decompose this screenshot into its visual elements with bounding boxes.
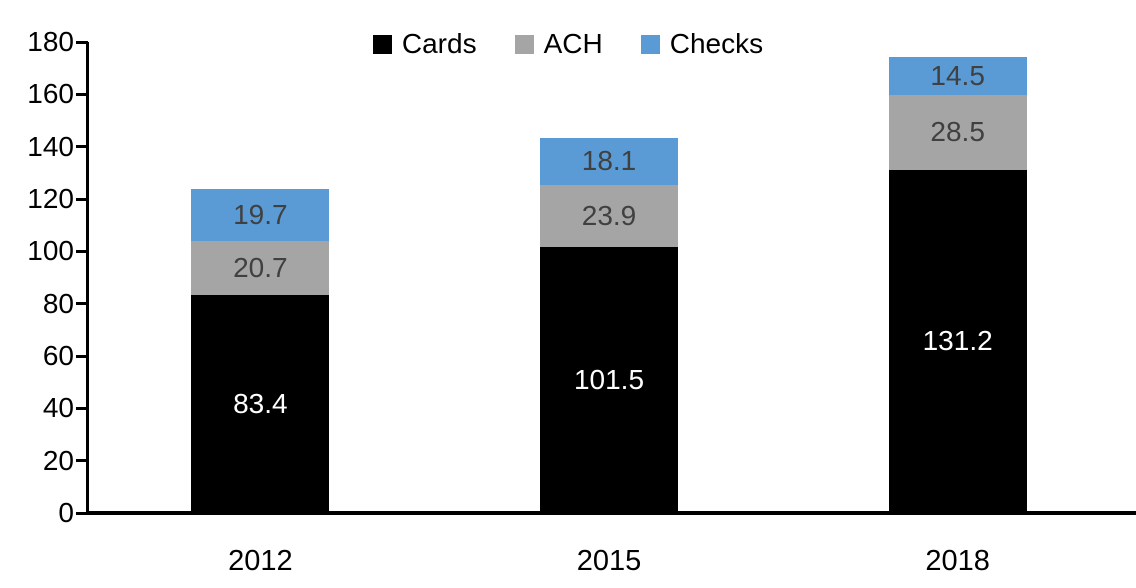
- y-axis-tick: [76, 302, 88, 306]
- y-axis-tick: [76, 145, 88, 149]
- y-axis-tick-label: 140: [27, 130, 74, 162]
- x-axis-line: [86, 511, 1136, 515]
- bar-value-label: 19.7: [233, 198, 288, 230]
- x-axis-category-label: 2018: [925, 545, 990, 577]
- bar-segment-ach-2018: 28.5: [888, 95, 1027, 170]
- chart-legend: Cards ACH Checks: [0, 30, 1136, 58]
- y-axis-tick-label: 80: [42, 287, 74, 319]
- y-axis-tick: [76, 40, 88, 44]
- y-axis-tick-label: 120: [27, 183, 74, 214]
- y-axis-tick-label: 20: [42, 444, 74, 476]
- bar-value-label: 28.5: [930, 116, 985, 148]
- y-axis-tick-label: 100: [27, 235, 74, 267]
- bar-segment-checks-2012: 19.7: [191, 189, 330, 241]
- y-axis-tick-label: 180: [27, 26, 74, 57]
- bar-value-label: 14.5: [930, 60, 985, 92]
- x-axis-category-label: 2012: [228, 545, 293, 577]
- bar-segment-cards-2018: 131.2: [888, 169, 1027, 513]
- bar-segment-ach-2015: 23.9: [540, 184, 678, 248]
- y-axis-tick-label: 0: [58, 497, 74, 528]
- legend-item-ach: ACH: [514, 28, 603, 59]
- bar-value-label: 20.7: [233, 251, 288, 283]
- y-axis-line: [86, 42, 89, 513]
- y-axis-tick-label: 160: [27, 78, 74, 110]
- bar-value-label: 101.5: [573, 364, 645, 396]
- y-axis-tick: [76, 354, 88, 358]
- bar-segment-cards-2012: 83.4: [191, 294, 330, 513]
- y-axis-tick: [76, 459, 88, 463]
- y-axis-tick: [76, 511, 88, 515]
- y-axis-tick: [76, 249, 88, 253]
- bar-segment-cards-2015: 101.5: [540, 247, 678, 513]
- bar-value-label: 23.9: [581, 200, 637, 232]
- bar-value-label: 18.1: [581, 145, 637, 177]
- legend-label: Cards: [401, 28, 477, 59]
- bar-value-label: 83.4: [233, 387, 288, 419]
- y-axis-tick: [76, 406, 88, 410]
- y-axis-tick-label: 60: [42, 340, 74, 371]
- y-axis-tick: [76, 92, 88, 96]
- bar-value-label: 131.2: [922, 325, 993, 357]
- legend-label: ACH: [543, 28, 603, 59]
- bar-segment-checks-2018: 14.5: [888, 57, 1027, 96]
- legend-item-checks: Checks: [640, 28, 764, 59]
- bar-segment-checks-2015: 18.1: [540, 137, 678, 185]
- x-axis-category-label: 2015: [576, 545, 642, 577]
- y-axis-tick: [76, 197, 88, 201]
- legend-label: Checks: [669, 28, 764, 59]
- legend-swatch-icon: [640, 34, 660, 54]
- legend-swatch-icon: [514, 34, 534, 54]
- y-axis-tick-label: 40: [42, 392, 74, 424]
- bar-segment-ach-2012: 20.7: [191, 240, 330, 295]
- legend-swatch-icon: [372, 34, 392, 54]
- legend-item-cards: Cards: [372, 28, 477, 59]
